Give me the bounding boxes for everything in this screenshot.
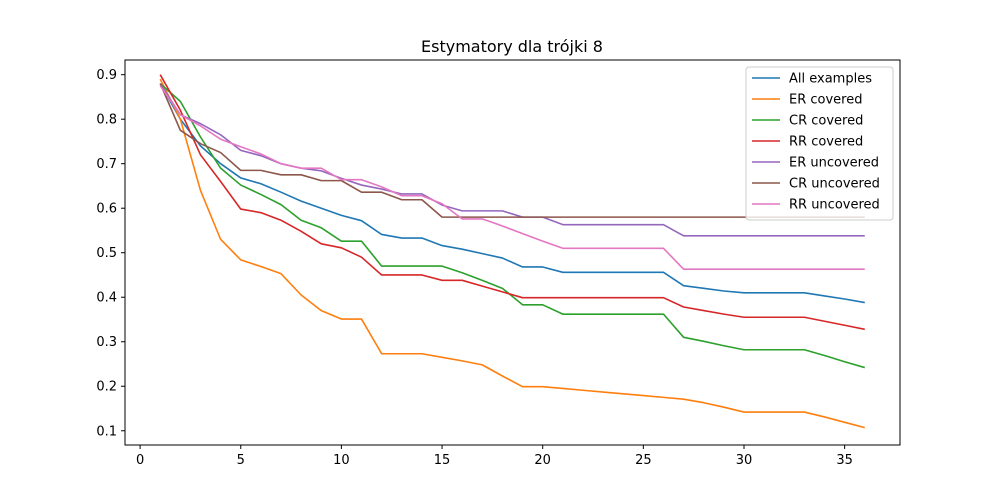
y-tick-label: 0.8 xyxy=(96,113,117,128)
series-line-er-covered xyxy=(159,78,865,429)
y-tick-label: 0.2 xyxy=(96,380,117,395)
y-tick-label: 0.4 xyxy=(96,291,117,306)
series-lines xyxy=(159,74,865,429)
series-line-rr-covered xyxy=(159,74,865,331)
series-line-rr-uncovered xyxy=(159,85,865,270)
x-tick-label: 15 xyxy=(434,453,451,468)
y-tick-label: 0.9 xyxy=(96,68,117,83)
legend-label-rr-uncovered: RR uncovered xyxy=(789,198,880,213)
x-tick-label: 30 xyxy=(736,453,753,468)
x-tick-label: 5 xyxy=(237,453,245,468)
y-tick-label: 0.5 xyxy=(96,246,117,261)
legend-label-cr-uncovered: CR uncovered xyxy=(789,177,880,192)
y-tick-label: 0.3 xyxy=(96,335,117,350)
y-tick-label: 0.6 xyxy=(96,202,117,217)
x-tick-label: 20 xyxy=(534,453,551,468)
legend-label-rr-covered: RR covered xyxy=(789,135,863,150)
y-axis: 0.1 0.2 0.3 0.4 0.5 0.6 0.7 0.8 0.9 xyxy=(96,68,125,439)
legend-label-er-uncovered: ER uncovered xyxy=(789,156,879,171)
legend-label-cr-covered: CR covered xyxy=(789,114,863,129)
legend: All examples ER covered CR covered RR cover… xyxy=(745,66,894,221)
legend-label-er-covered: ER covered xyxy=(789,93,862,108)
series-line-all-examples xyxy=(159,83,865,304)
x-tick-label: 0 xyxy=(136,453,144,468)
legend-label-all-examples: All examples xyxy=(789,72,872,87)
legend-box xyxy=(745,66,894,221)
x-tick-label: 35 xyxy=(836,453,853,468)
chart-title: Estymatory dla trójki 8 xyxy=(421,37,603,56)
x-tick-label: 10 xyxy=(333,453,350,468)
y-tick-label: 0.1 xyxy=(96,424,117,439)
x-tick-label: 25 xyxy=(635,453,652,468)
y-tick-label: 0.7 xyxy=(96,157,117,172)
series-line-cr-covered xyxy=(159,82,865,369)
x-axis: 0 5 10 15 20 25 30 35 xyxy=(136,445,853,468)
